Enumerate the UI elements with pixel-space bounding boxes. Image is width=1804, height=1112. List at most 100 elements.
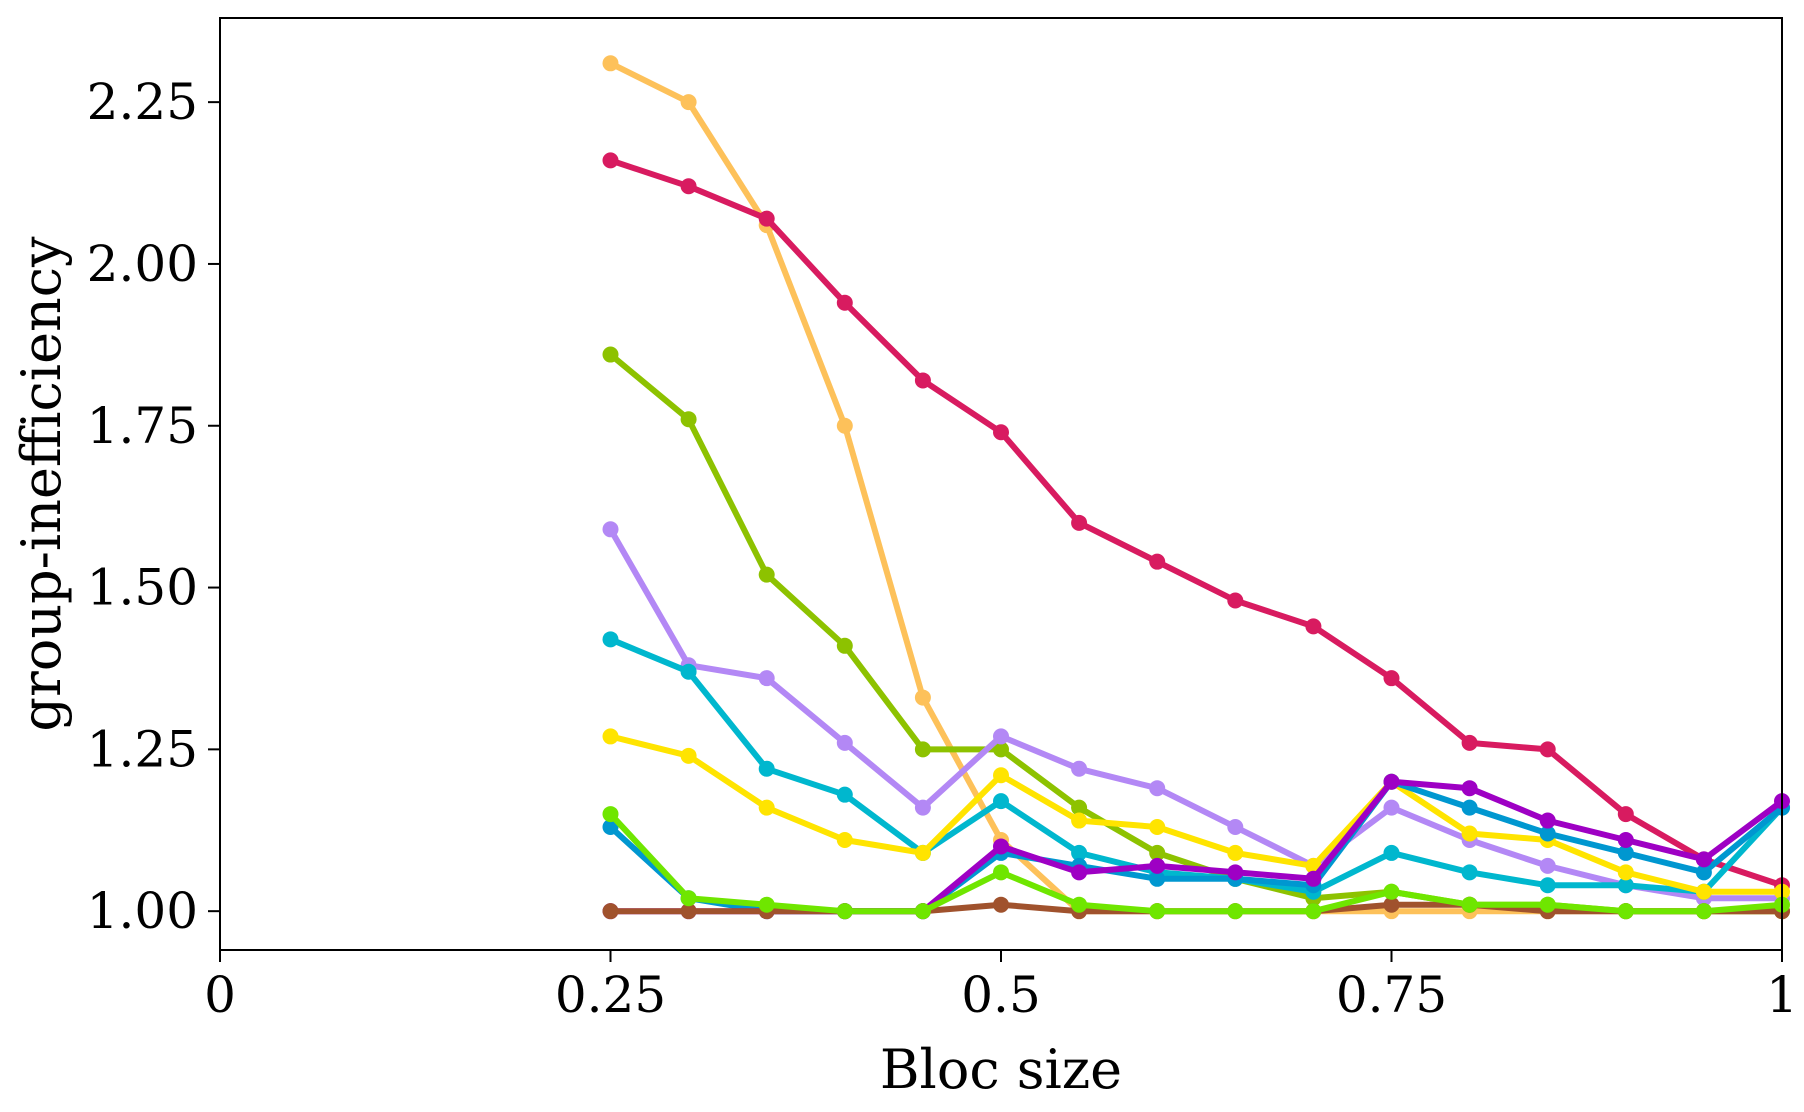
data-point xyxy=(836,637,853,654)
data-point xyxy=(993,741,1009,758)
data-point xyxy=(1461,780,1478,797)
data-point xyxy=(1461,896,1478,913)
series-layer xyxy=(602,55,1790,920)
series-line xyxy=(607,157,1785,889)
data-point xyxy=(1461,734,1478,751)
data-point xyxy=(1461,864,1478,881)
data-point xyxy=(914,799,931,816)
data-point xyxy=(1617,844,1634,861)
data-point xyxy=(1227,592,1244,609)
data-point xyxy=(993,728,1009,745)
data-point xyxy=(1383,773,1400,790)
series-6 xyxy=(602,728,1790,900)
series-line xyxy=(607,526,1785,902)
data-point xyxy=(1071,844,1088,861)
data-point xyxy=(1227,819,1244,836)
data-point xyxy=(680,890,697,907)
data-point xyxy=(993,838,1009,855)
data-point xyxy=(1539,896,1556,913)
data-point xyxy=(1227,844,1244,861)
data-point xyxy=(1149,780,1166,797)
data-point xyxy=(602,55,619,72)
data-point xyxy=(1383,883,1400,900)
series-7 xyxy=(602,773,1790,920)
data-point xyxy=(1695,864,1712,881)
data-point xyxy=(836,417,853,434)
data-point xyxy=(758,799,775,816)
data-point xyxy=(1149,857,1166,874)
data-point xyxy=(1383,799,1400,816)
data-point xyxy=(993,424,1009,441)
data-point xyxy=(1305,870,1322,887)
series-line xyxy=(607,60,1785,915)
data-point xyxy=(680,178,697,195)
data-point xyxy=(1461,825,1478,842)
data-point xyxy=(602,903,619,920)
data-point xyxy=(758,210,775,227)
data-point xyxy=(836,294,853,311)
series-line xyxy=(607,733,1785,895)
data-point xyxy=(1617,903,1634,920)
data-point xyxy=(914,372,931,389)
data-point xyxy=(1149,870,1166,887)
data-point xyxy=(602,819,619,836)
data-point xyxy=(1539,741,1556,758)
data-point xyxy=(836,903,853,920)
plot-frame xyxy=(219,17,1783,951)
data-point xyxy=(1539,812,1556,829)
data-point xyxy=(993,793,1009,810)
data-point xyxy=(1149,819,1166,836)
data-point xyxy=(1617,864,1634,881)
data-point xyxy=(1695,883,1712,900)
data-point xyxy=(602,631,619,648)
x-tick-label: 1 xyxy=(1766,966,1798,1024)
x-tick-label: 0.25 xyxy=(555,966,666,1024)
data-point xyxy=(1539,857,1556,874)
data-point xyxy=(602,152,619,169)
data-point xyxy=(1539,877,1556,894)
series-line xyxy=(607,636,1785,895)
y-tick-label: 2.00 xyxy=(87,235,198,293)
data-point xyxy=(1227,864,1244,881)
data-point xyxy=(1071,864,1088,881)
data-point xyxy=(1383,670,1400,687)
data-point xyxy=(914,844,931,861)
series-1 xyxy=(602,55,1790,920)
data-point xyxy=(758,760,775,777)
data-point xyxy=(1071,896,1088,913)
data-point xyxy=(1071,812,1088,829)
x-axis-ticks: 0 0.25 0.5 0.75 1 xyxy=(204,950,1798,1024)
data-point xyxy=(602,806,619,823)
data-point xyxy=(914,741,931,758)
data-point xyxy=(1617,806,1634,823)
x-axis-label: Bloc size xyxy=(880,1038,1122,1101)
data-point xyxy=(758,896,775,913)
y-tick-label: 1.25 xyxy=(87,720,198,778)
data-point xyxy=(680,411,697,428)
data-point xyxy=(914,689,931,706)
y-axis-label: group-inefficiency xyxy=(10,236,73,732)
x-tick-label: 0 xyxy=(204,966,236,1024)
data-point xyxy=(1305,618,1322,635)
data-point xyxy=(1071,760,1088,777)
data-point xyxy=(1539,825,1556,842)
data-point xyxy=(602,346,619,363)
data-point xyxy=(680,903,697,920)
data-point xyxy=(1695,851,1712,868)
data-point xyxy=(680,747,697,764)
data-point xyxy=(1461,799,1478,816)
y-tick-label: 2.25 xyxy=(87,73,198,131)
y-axis-ticks: 1.00 1.25 1.50 1.75 2.00 2.25 xyxy=(87,73,220,940)
y-tick-label: 1.75 xyxy=(87,397,198,455)
series-10 xyxy=(602,806,1790,920)
data-point xyxy=(1071,514,1088,531)
y-tick-label: 1.00 xyxy=(87,882,198,940)
data-point xyxy=(1149,903,1166,920)
data-point xyxy=(993,767,1009,784)
x-tick-label: 0.5 xyxy=(961,966,1041,1024)
data-point xyxy=(680,94,697,111)
data-point xyxy=(680,663,697,680)
data-point xyxy=(836,734,853,751)
data-point xyxy=(993,896,1009,913)
